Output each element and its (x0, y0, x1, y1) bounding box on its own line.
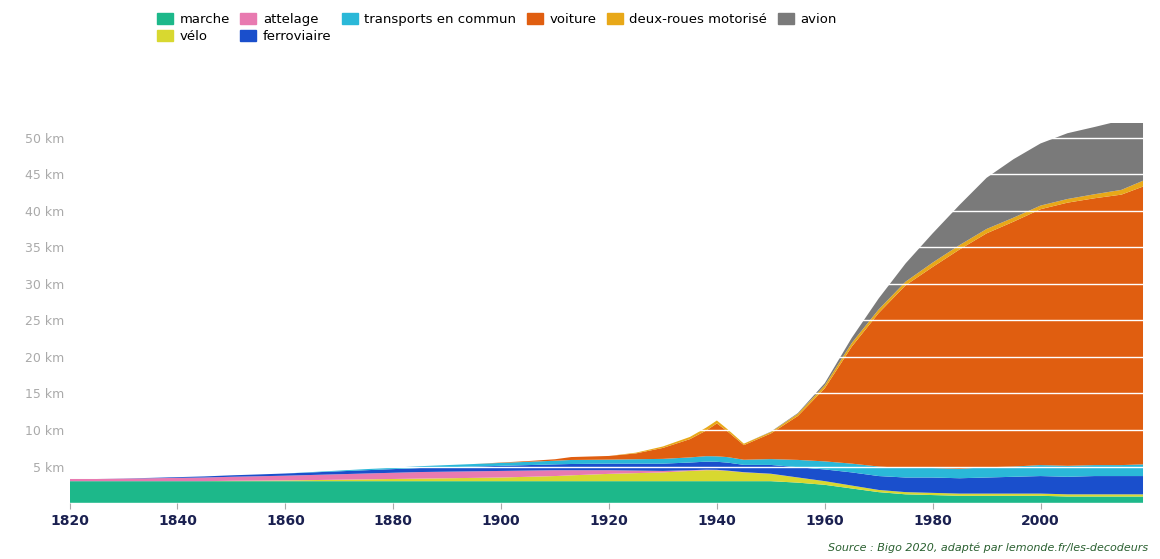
Legend: marche, vélo, attelage, ferroviaire, transports en commun, voiture, deux-roues m: marche, vélo, attelage, ferroviaire, tra… (152, 8, 842, 49)
Text: Source : Bigo 2020, adapté par lemonde.fr/les-decodeurs: Source : Bigo 2020, adapté par lemonde.f… (828, 543, 1148, 553)
